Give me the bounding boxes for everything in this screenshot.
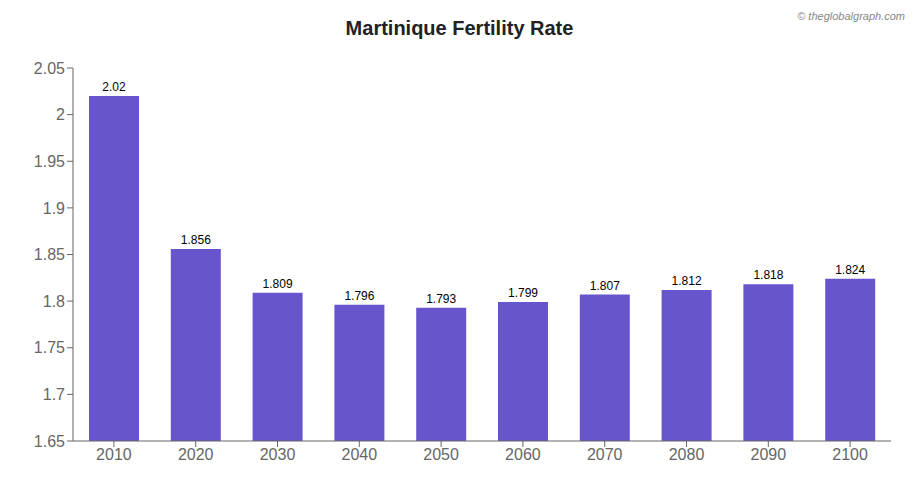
svg-text:2.02: 2.02 <box>102 80 126 94</box>
svg-text:1.85: 1.85 <box>34 246 65 263</box>
html-text:Martinique Fertility Rate: Martinique Fertility Rate <box>345 17 574 39</box>
svg-text:2020: 2020 <box>178 446 214 463</box>
svg-text:1.793: 1.793 <box>426 292 456 306</box>
svg-text:2080: 2080 <box>669 446 705 463</box>
svg-text:2010: 2010 <box>96 446 132 463</box>
svg-text:1.809: 1.809 <box>263 277 293 291</box>
svg-text:2.05: 2.05 <box>34 60 65 77</box>
svg-text:1.799: 1.799 <box>508 286 538 300</box>
svg-text:1.856: 1.856 <box>181 233 211 247</box>
html-text:© theglobalgraph.com: © theglobalgraph.com <box>797 10 905 22</box>
svg-text:2090: 2090 <box>751 446 787 463</box>
svg-text:1.95: 1.95 <box>34 153 65 170</box>
svg-text:1.807: 1.807 <box>590 279 620 293</box>
svg-text:1.7: 1.7 <box>43 386 65 403</box>
svg-text:2030: 2030 <box>260 446 296 463</box>
svg-text:1.796: 1.796 <box>344 289 374 303</box>
svg-text:2040: 2040 <box>342 446 378 463</box>
svg-text:1.8: 1.8 <box>43 293 65 310</box>
svg-text:1.818: 1.818 <box>753 268 783 282</box>
svg-text:2: 2 <box>56 106 65 123</box>
svg-text:2060: 2060 <box>505 446 541 463</box>
svg-text:1.824: 1.824 <box>835 263 865 277</box>
svg-text:1.812: 1.812 <box>672 274 702 288</box>
svg-text:2100: 2100 <box>832 446 868 463</box>
svg-text:2070: 2070 <box>587 446 623 463</box>
svg-text:1.9: 1.9 <box>43 200 65 217</box>
svg-text:2050: 2050 <box>423 446 459 463</box>
svg-text:1.75: 1.75 <box>34 339 65 356</box>
svg-text:1.65: 1.65 <box>34 433 65 450</box>
